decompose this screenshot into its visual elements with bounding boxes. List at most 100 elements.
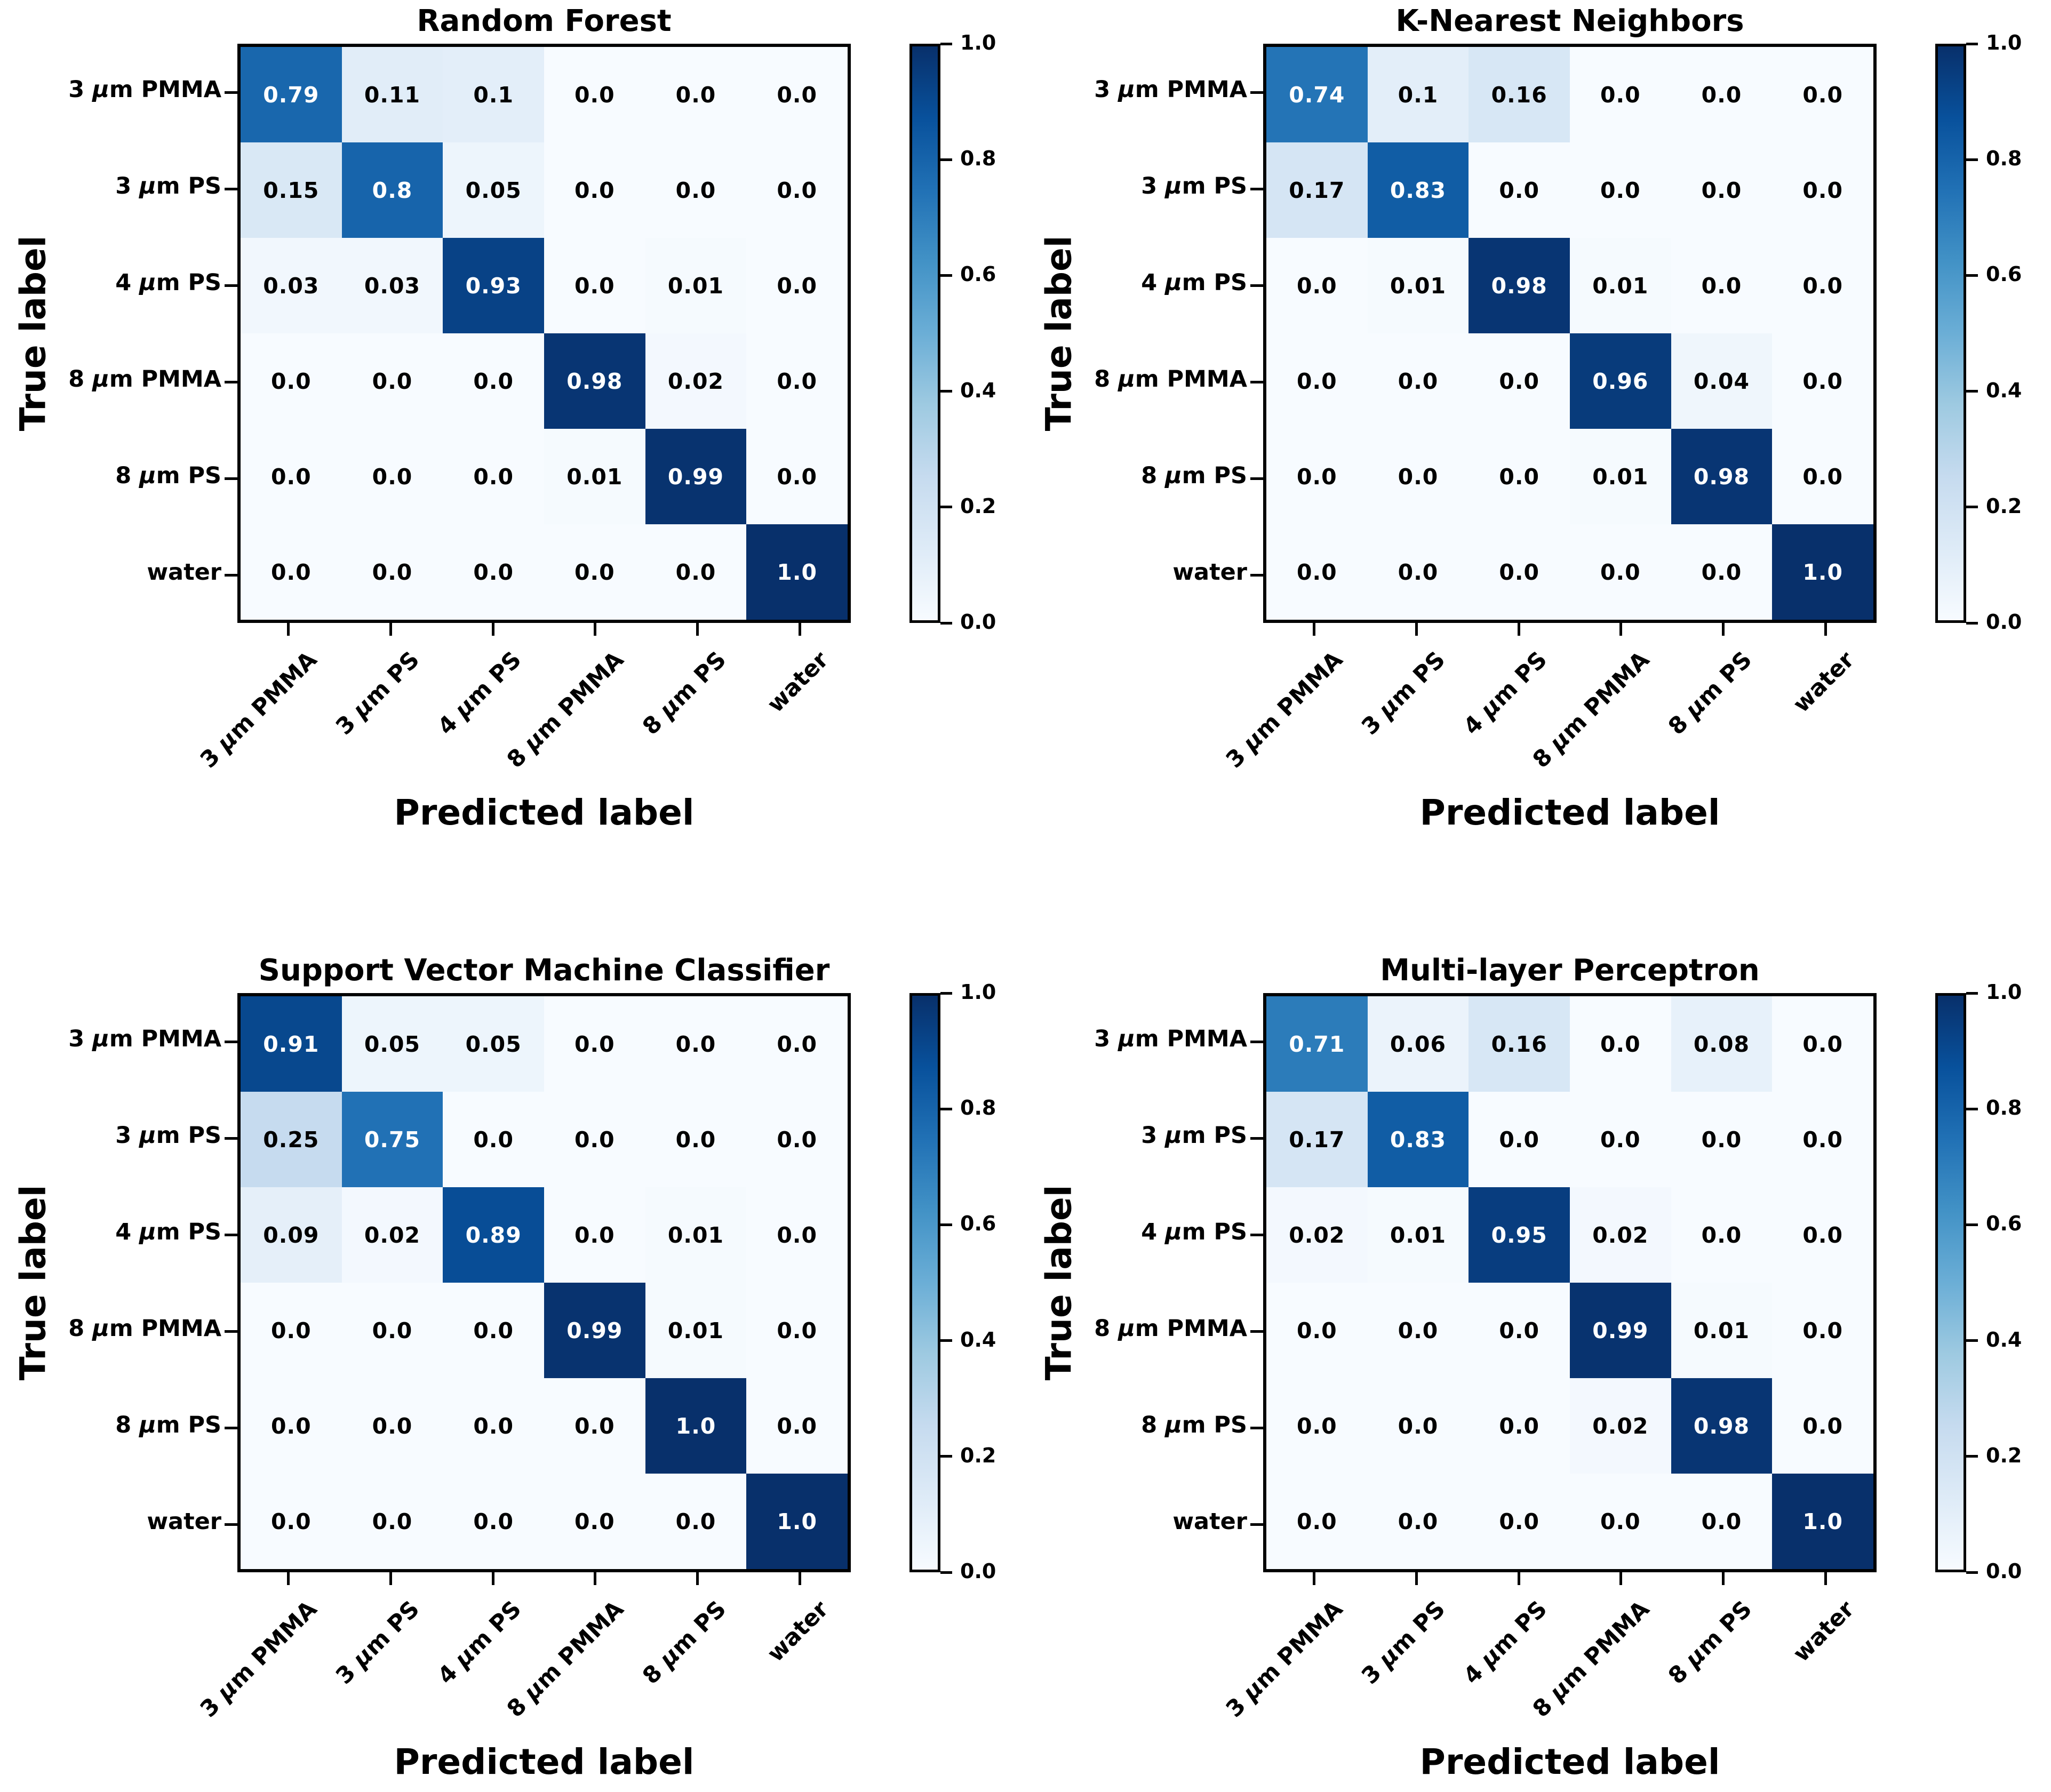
matrix-cell-r1-c5: 0.0	[1772, 142, 1873, 238]
matrix-cell-r4-c5: 0.0	[1772, 429, 1873, 524]
ytick-label-1: 3 μm PS	[115, 172, 221, 199]
matrix-cell-r5-c2: 0.0	[1469, 1474, 1570, 1569]
colorbar-tick-label-1: 0.8	[1986, 147, 2022, 171]
ytick-label-1: 3 μm PS	[115, 1122, 221, 1149]
x-tick-mark-4	[1722, 623, 1725, 636]
matrix-cell-r5-c3: 0.0	[544, 524, 645, 620]
matrix-cell-r4-c3: 0.02	[1570, 1378, 1671, 1474]
ytick-label-2: 4 μm PS	[1141, 1218, 1247, 1245]
matrix-cell-r5-c2: 0.0	[443, 1474, 544, 1569]
x-tick-mark-1	[389, 623, 392, 636]
x-axis-title: Predicted label	[394, 792, 695, 833]
matrix-cell-r3-c1: 0.0	[1367, 1283, 1469, 1378]
micro-symbol: μ	[1118, 1025, 1135, 1052]
matrix-cell-r0-c2: 0.05	[443, 996, 544, 1092]
matrix-cell-r2-c0: 0.02	[1266, 1187, 1368, 1283]
micro-symbol: μ	[1118, 76, 1135, 103]
matrix-cell-r5-c0: 0.0	[1266, 524, 1368, 620]
micro-symbol: μ	[1165, 462, 1182, 489]
colorbar-tick-label-0: 1.0	[1986, 31, 2022, 54]
matrix-cell-r5-c1: 0.0	[1367, 1474, 1469, 1569]
colorbar-tick-mark-4	[940, 506, 952, 509]
colorbar	[909, 44, 940, 623]
micro-symbol: μ	[212, 1675, 243, 1706]
x-axis-title: Predicted label	[1419, 792, 1720, 833]
x-tick-mark-0	[1313, 623, 1316, 636]
matrix-cell-r1-c3: 0.0	[544, 1092, 645, 1187]
xtick-label-4: 8 μm PS	[1663, 1596, 1757, 1690]
matrix-cell-r2-c2: 0.89	[443, 1187, 544, 1283]
micro-symbol: μ	[1680, 692, 1711, 724]
matrix-cell-r2-c0: 0.03	[241, 238, 342, 333]
matrix-cell-r5-c4: 0.0	[1671, 1474, 1773, 1569]
micro-symbol: μ	[139, 1218, 156, 1245]
ytick-label-3: 8 μm PMMA	[1094, 365, 1247, 393]
colorbar-tick-label-1: 0.8	[1986, 1096, 2022, 1120]
x-tick-mark-4	[696, 1572, 699, 1585]
x-tick-mark-1	[1415, 1572, 1418, 1585]
matrix-cell-r0-c2: 0.16	[1469, 996, 1570, 1092]
micro-symbol: μ	[92, 76, 109, 103]
colorbar-tick-mark-4	[1966, 1455, 1978, 1458]
y-tick-mark-0	[225, 91, 237, 94]
matrix-cell-r1-c5: 0.0	[746, 1092, 848, 1187]
matrix-cell-r0-c2: 0.1	[443, 47, 544, 142]
micro-symbol: μ	[1118, 365, 1135, 393]
plot-title: Random Forest	[417, 4, 672, 38]
matrix-cell-r0-c0: 0.71	[1266, 996, 1368, 1092]
matrix-cell-r4-c2: 0.0	[1469, 1378, 1570, 1474]
colorbar-tick-label-5: 0.0	[1986, 610, 2022, 634]
y-tick-mark-1	[225, 187, 237, 190]
matrix-cell-r4-c2: 0.0	[443, 429, 544, 524]
y-tick-mark-1	[225, 1137, 237, 1140]
micro-symbol: μ	[518, 1675, 550, 1706]
panel-multi-layer-perceptron: Multi-layer Perceptron True label 0.71 0.…	[1026, 896, 2051, 1792]
matrix-cell-r0-c3: 0.0	[1570, 47, 1671, 142]
x-tick-mark-2	[1517, 1572, 1520, 1585]
matrix-cell-r5-c4: 0.0	[645, 1474, 747, 1569]
xtick-label-2: 4 μm PS	[1458, 1596, 1553, 1690]
y-tick-mark-2	[1250, 284, 1263, 287]
colorbar-tick-mark-5	[940, 621, 952, 625]
matrix-cell-r3-c0: 0.0	[1266, 333, 1368, 429]
matrix-cell-r2-c2: 0.98	[1469, 238, 1570, 333]
panel-support-vector-machine: Support Vector Machine Classifier True l…	[0, 896, 1025, 1792]
matrix-cell-r5-c2: 0.0	[443, 524, 544, 620]
matrix-cell-r1-c5: 0.0	[1772, 1092, 1873, 1187]
matrix-cell-r2-c0: 0.09	[241, 1187, 342, 1283]
x-tick-mark-2	[491, 1572, 494, 1585]
matrix-cell-r4-c4: 0.98	[1671, 1378, 1773, 1474]
matrix-cell-r2-c4: 0.0	[1671, 238, 1773, 333]
matrix-cell-r0-c3: 0.0	[1570, 996, 1671, 1092]
colorbar-tick-label-0: 1.0	[960, 980, 996, 1004]
matrix-cell-r5-c0: 0.0	[241, 1474, 342, 1569]
micro-symbol: μ	[518, 725, 550, 757]
matrix-cell-r2-c3: 0.01	[1570, 238, 1671, 333]
micro-symbol: μ	[347, 692, 379, 724]
matrix-cell-r0-c5: 0.0	[1772, 996, 1873, 1092]
matrix-cell-r1-c1: 0.83	[1367, 1092, 1469, 1187]
micro-symbol: μ	[92, 1025, 109, 1052]
colorbar-tick-mark-1	[1966, 1107, 1978, 1110]
matrix-cell-r3-c0: 0.0	[1266, 1283, 1368, 1378]
micro-symbol: μ	[1373, 692, 1404, 724]
matrix-cell-r3-c4: 0.01	[1671, 1283, 1773, 1378]
y-tick-mark-4	[225, 477, 237, 480]
y-axis-title: True label	[1038, 1185, 1080, 1381]
xtick-label-4: 8 μm PS	[637, 646, 731, 740]
xtick-label-0: 3 μm PMMA	[1221, 1596, 1348, 1723]
micro-symbol: μ	[1165, 1122, 1182, 1149]
xtick-label-2: 4 μm PS	[1458, 646, 1553, 740]
y-tick-mark-3	[1250, 380, 1263, 383]
micro-symbol: μ	[1680, 1642, 1711, 1673]
colorbar-tick-mark-3	[1966, 390, 1978, 393]
ytick-label-3: 8 μm PMMA	[68, 365, 221, 393]
matrix-cell-r4-c0: 0.0	[241, 1378, 342, 1474]
panel-random-forest: Random Forest True label 0.79 0.11 0.1 0.0 0…	[0, 0, 1025, 896]
micro-symbol: μ	[1165, 269, 1182, 296]
plot-title: Support Vector Machine Classifier	[258, 953, 830, 988]
y-tick-mark-2	[225, 1233, 237, 1236]
matrix-cell-r4-c0: 0.0	[241, 429, 342, 524]
colorbar-tick-mark-3	[940, 390, 952, 393]
xtick-label-1: 3 μm PS	[1356, 1596, 1450, 1690]
